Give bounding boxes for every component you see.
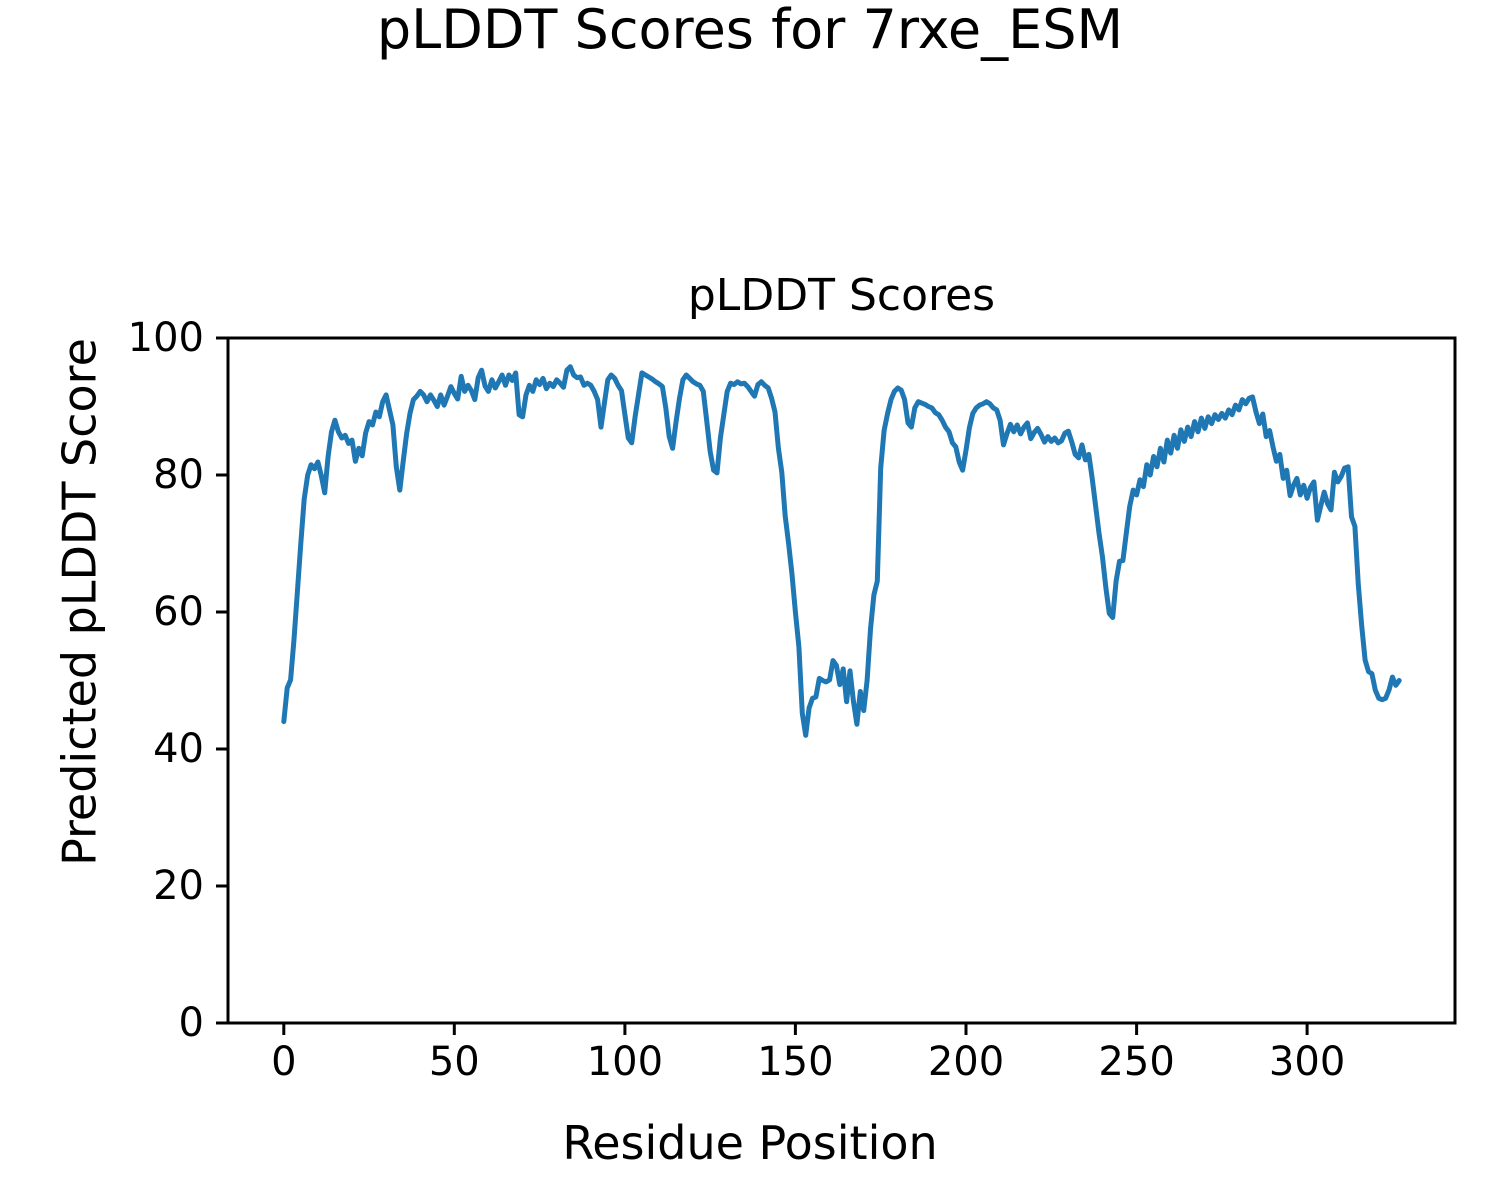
y-tick-label: 40	[153, 726, 204, 772]
y-tick-label: 60	[153, 589, 204, 635]
x-tick-label: 100	[586, 1039, 664, 1085]
axes-title: pLDDT Scores	[687, 270, 996, 321]
x-tick-label: 150	[757, 1039, 834, 1085]
y-tick-label: 20	[153, 863, 204, 909]
plddt-line	[281, 364, 1402, 738]
x-tick-label: 300	[1268, 1039, 1346, 1085]
x-tick-label: 250	[1098, 1039, 1175, 1085]
y-tick-label: 0	[178, 1000, 204, 1046]
figure-title: pLDDT Scores for 7rxe_ESM	[376, 0, 1124, 61]
y-tick-label: 80	[153, 452, 204, 498]
y-tick-label: 100	[127, 315, 204, 361]
x-tick-label: 200	[927, 1039, 1005, 1085]
axes-spines	[226, 336, 1457, 1025]
x-axis-label: Residue Position	[562, 1116, 938, 1170]
x-tick-label: 0	[271, 1039, 297, 1085]
tick-marks	[216, 336, 1309, 1035]
x-tick-label: 50	[428, 1039, 480, 1085]
